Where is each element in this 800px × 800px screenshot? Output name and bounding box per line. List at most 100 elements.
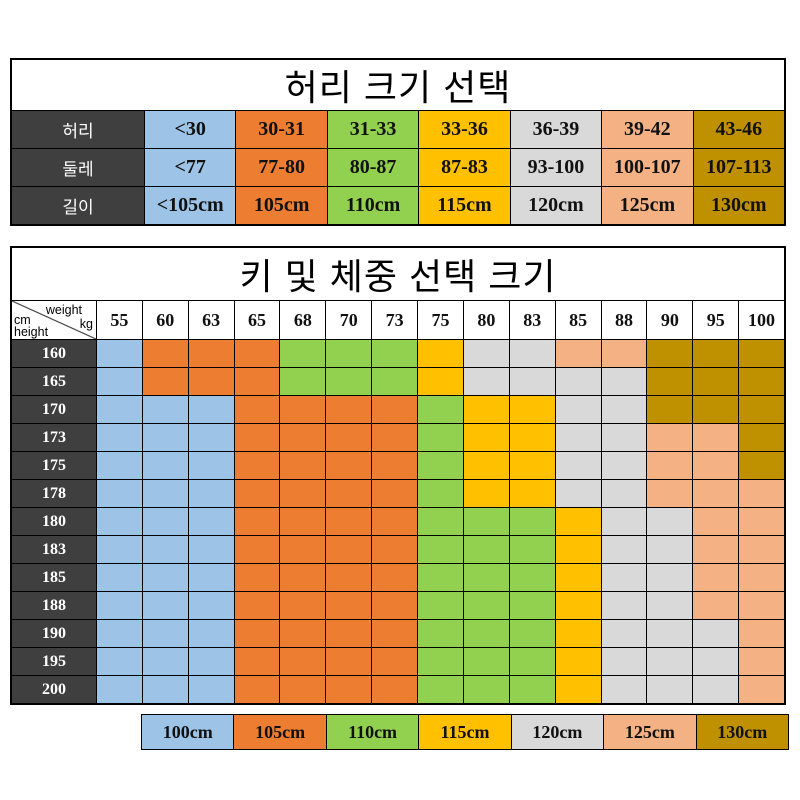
size-cell	[509, 564, 555, 591]
weight-header-cell: 75	[418, 301, 463, 339]
waist-size-table: 허리 크기 선택 허리 <30 30-31 31-33 33-36 36-39 39-42 4…	[10, 58, 786, 226]
size-cell	[97, 368, 142, 395]
size-cell	[647, 676, 693, 703]
size-cell	[739, 368, 784, 395]
size-cell	[418, 368, 463, 395]
corner-height-label: height	[14, 324, 49, 339]
size-cell	[418, 424, 463, 451]
size-cell	[693, 648, 739, 675]
legend-item: 120cm	[511, 715, 604, 749]
size-cell	[372, 340, 418, 367]
size-cell	[234, 452, 280, 479]
size-cell	[234, 368, 280, 395]
size-cell	[601, 508, 647, 535]
waist-cell: <105cm	[145, 187, 236, 224]
height-header-cell: 175	[12, 452, 96, 479]
size-cell	[326, 648, 372, 675]
size-cell	[693, 592, 739, 619]
size-cell	[555, 676, 601, 703]
size-cell	[509, 536, 555, 563]
size-cell	[280, 452, 326, 479]
size-cell	[463, 452, 509, 479]
size-cell	[418, 396, 463, 423]
size-cell	[463, 564, 509, 591]
size-cell	[326, 620, 372, 647]
waist-cell: 39-42	[602, 111, 693, 148]
size-cell	[326, 340, 372, 367]
size-cell	[693, 340, 739, 367]
size-cell	[463, 424, 509, 451]
size-cell	[372, 396, 418, 423]
size-cell	[188, 648, 234, 675]
size-cell	[142, 536, 188, 563]
size-cell	[555, 340, 601, 367]
legend-item: 105cm	[234, 715, 326, 749]
size-cell	[739, 564, 784, 591]
legend-item: 115cm	[419, 715, 511, 749]
size-cell	[463, 648, 509, 675]
size-cell	[372, 592, 418, 619]
size-cell	[693, 452, 739, 479]
size-cell	[97, 592, 142, 619]
size-cell	[188, 508, 234, 535]
size-cell	[234, 536, 280, 563]
size-cell	[647, 424, 693, 451]
size-cell	[601, 592, 647, 619]
size-cell	[693, 536, 739, 563]
size-cell	[280, 424, 326, 451]
size-cell	[234, 424, 280, 451]
size-cell	[326, 368, 372, 395]
waist-cell: 130cm	[693, 187, 784, 224]
height-header-cell: 200	[12, 676, 96, 703]
height-header-cell: 188	[12, 592, 96, 619]
size-cell	[509, 396, 555, 423]
size-cell	[372, 536, 418, 563]
size-cell	[326, 676, 372, 703]
size-color-legend: 100cm 105cm 110cm 115cm 120cm 125cm 130cm	[141, 714, 789, 750]
height-weight-size-table: 키 및 체중 선택 크기 weight kg cm height 55 60 63 65 68 7…	[10, 246, 786, 705]
size-cell	[463, 508, 509, 535]
size-cell	[555, 452, 601, 479]
size-cell	[601, 480, 647, 507]
size-cell	[463, 480, 509, 507]
size-cell	[739, 676, 784, 703]
size-cell	[142, 480, 188, 507]
matrix-table-title: 키 및 체중 선택 크기	[239, 256, 557, 297]
size-cell	[739, 340, 784, 367]
size-cell	[280, 620, 326, 647]
size-cell	[372, 508, 418, 535]
size-cell	[97, 340, 142, 367]
size-cell	[142, 396, 188, 423]
height-header-cell: 183	[12, 536, 96, 563]
matrix-corner-cell: weight kg cm height	[12, 301, 96, 339]
size-cell	[555, 648, 601, 675]
size-cell	[693, 424, 739, 451]
size-cell	[693, 368, 739, 395]
size-cell	[234, 396, 280, 423]
size-cell	[647, 536, 693, 563]
size-cell	[555, 592, 601, 619]
size-cell	[326, 592, 372, 619]
size-cell	[418, 648, 463, 675]
size-cell	[326, 480, 372, 507]
waist-table-title: 허리 크기 선택	[284, 67, 512, 108]
weight-header-cell: 80	[463, 301, 509, 339]
size-cell	[463, 396, 509, 423]
size-cell	[372, 424, 418, 451]
size-cell	[555, 368, 601, 395]
size-cell	[280, 536, 326, 563]
size-cell	[372, 564, 418, 591]
waist-cell: 77-80	[236, 149, 327, 186]
waist-cell: 36-39	[510, 111, 602, 148]
size-cell	[463, 536, 509, 563]
size-cell	[188, 564, 234, 591]
size-cell	[463, 620, 509, 647]
size-cell	[601, 424, 647, 451]
size-cell	[418, 480, 463, 507]
size-cell	[97, 620, 142, 647]
size-cell	[739, 592, 784, 619]
size-cell	[142, 452, 188, 479]
legend-item: 125cm	[604, 715, 696, 749]
weight-header-cell: 88	[601, 301, 647, 339]
size-cell	[601, 648, 647, 675]
